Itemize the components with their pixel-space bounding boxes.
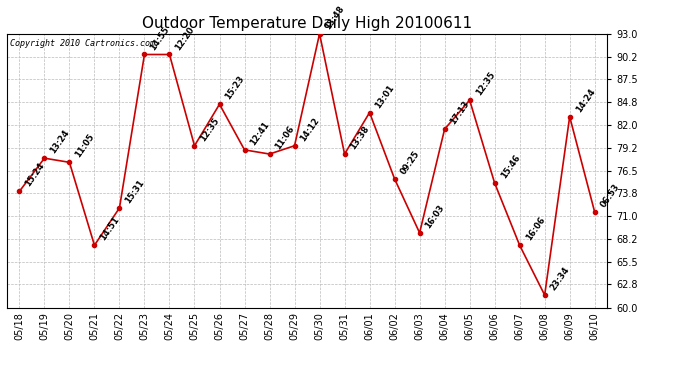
Text: 23:34: 23:34 bbox=[549, 265, 571, 292]
Text: 13:24: 13:24 bbox=[48, 128, 71, 155]
Text: 15:31: 15:31 bbox=[124, 178, 146, 205]
Text: 13:48: 13:48 bbox=[324, 4, 346, 31]
Text: 14:12: 14:12 bbox=[299, 116, 322, 143]
Text: 06:53: 06:53 bbox=[599, 182, 622, 209]
Text: 14:24: 14:24 bbox=[574, 87, 597, 114]
Text: 17:13: 17:13 bbox=[448, 99, 471, 126]
Title: Outdoor Temperature Daily High 20100611: Outdoor Temperature Daily High 20100611 bbox=[142, 16, 472, 31]
Text: 14:55: 14:55 bbox=[148, 24, 171, 52]
Text: 12:20: 12:20 bbox=[174, 25, 197, 52]
Text: 12:35: 12:35 bbox=[199, 116, 221, 143]
Text: 11:06: 11:06 bbox=[274, 124, 297, 151]
Text: 16:06: 16:06 bbox=[524, 215, 546, 243]
Text: 15:46: 15:46 bbox=[499, 153, 522, 180]
Text: 15:24: 15:24 bbox=[23, 161, 46, 189]
Text: Copyright 2010 Cartronics.com: Copyright 2010 Cartronics.com bbox=[10, 39, 155, 48]
Text: 12:35: 12:35 bbox=[474, 70, 497, 98]
Text: 13:38: 13:38 bbox=[348, 124, 371, 151]
Text: 12:41: 12:41 bbox=[248, 120, 271, 147]
Text: 16:03: 16:03 bbox=[424, 203, 446, 230]
Text: 13:01: 13:01 bbox=[374, 83, 396, 110]
Text: 09:25: 09:25 bbox=[399, 149, 422, 176]
Text: 11:05: 11:05 bbox=[74, 132, 97, 159]
Text: 14:51: 14:51 bbox=[99, 215, 121, 243]
Text: 15:23: 15:23 bbox=[224, 74, 246, 102]
